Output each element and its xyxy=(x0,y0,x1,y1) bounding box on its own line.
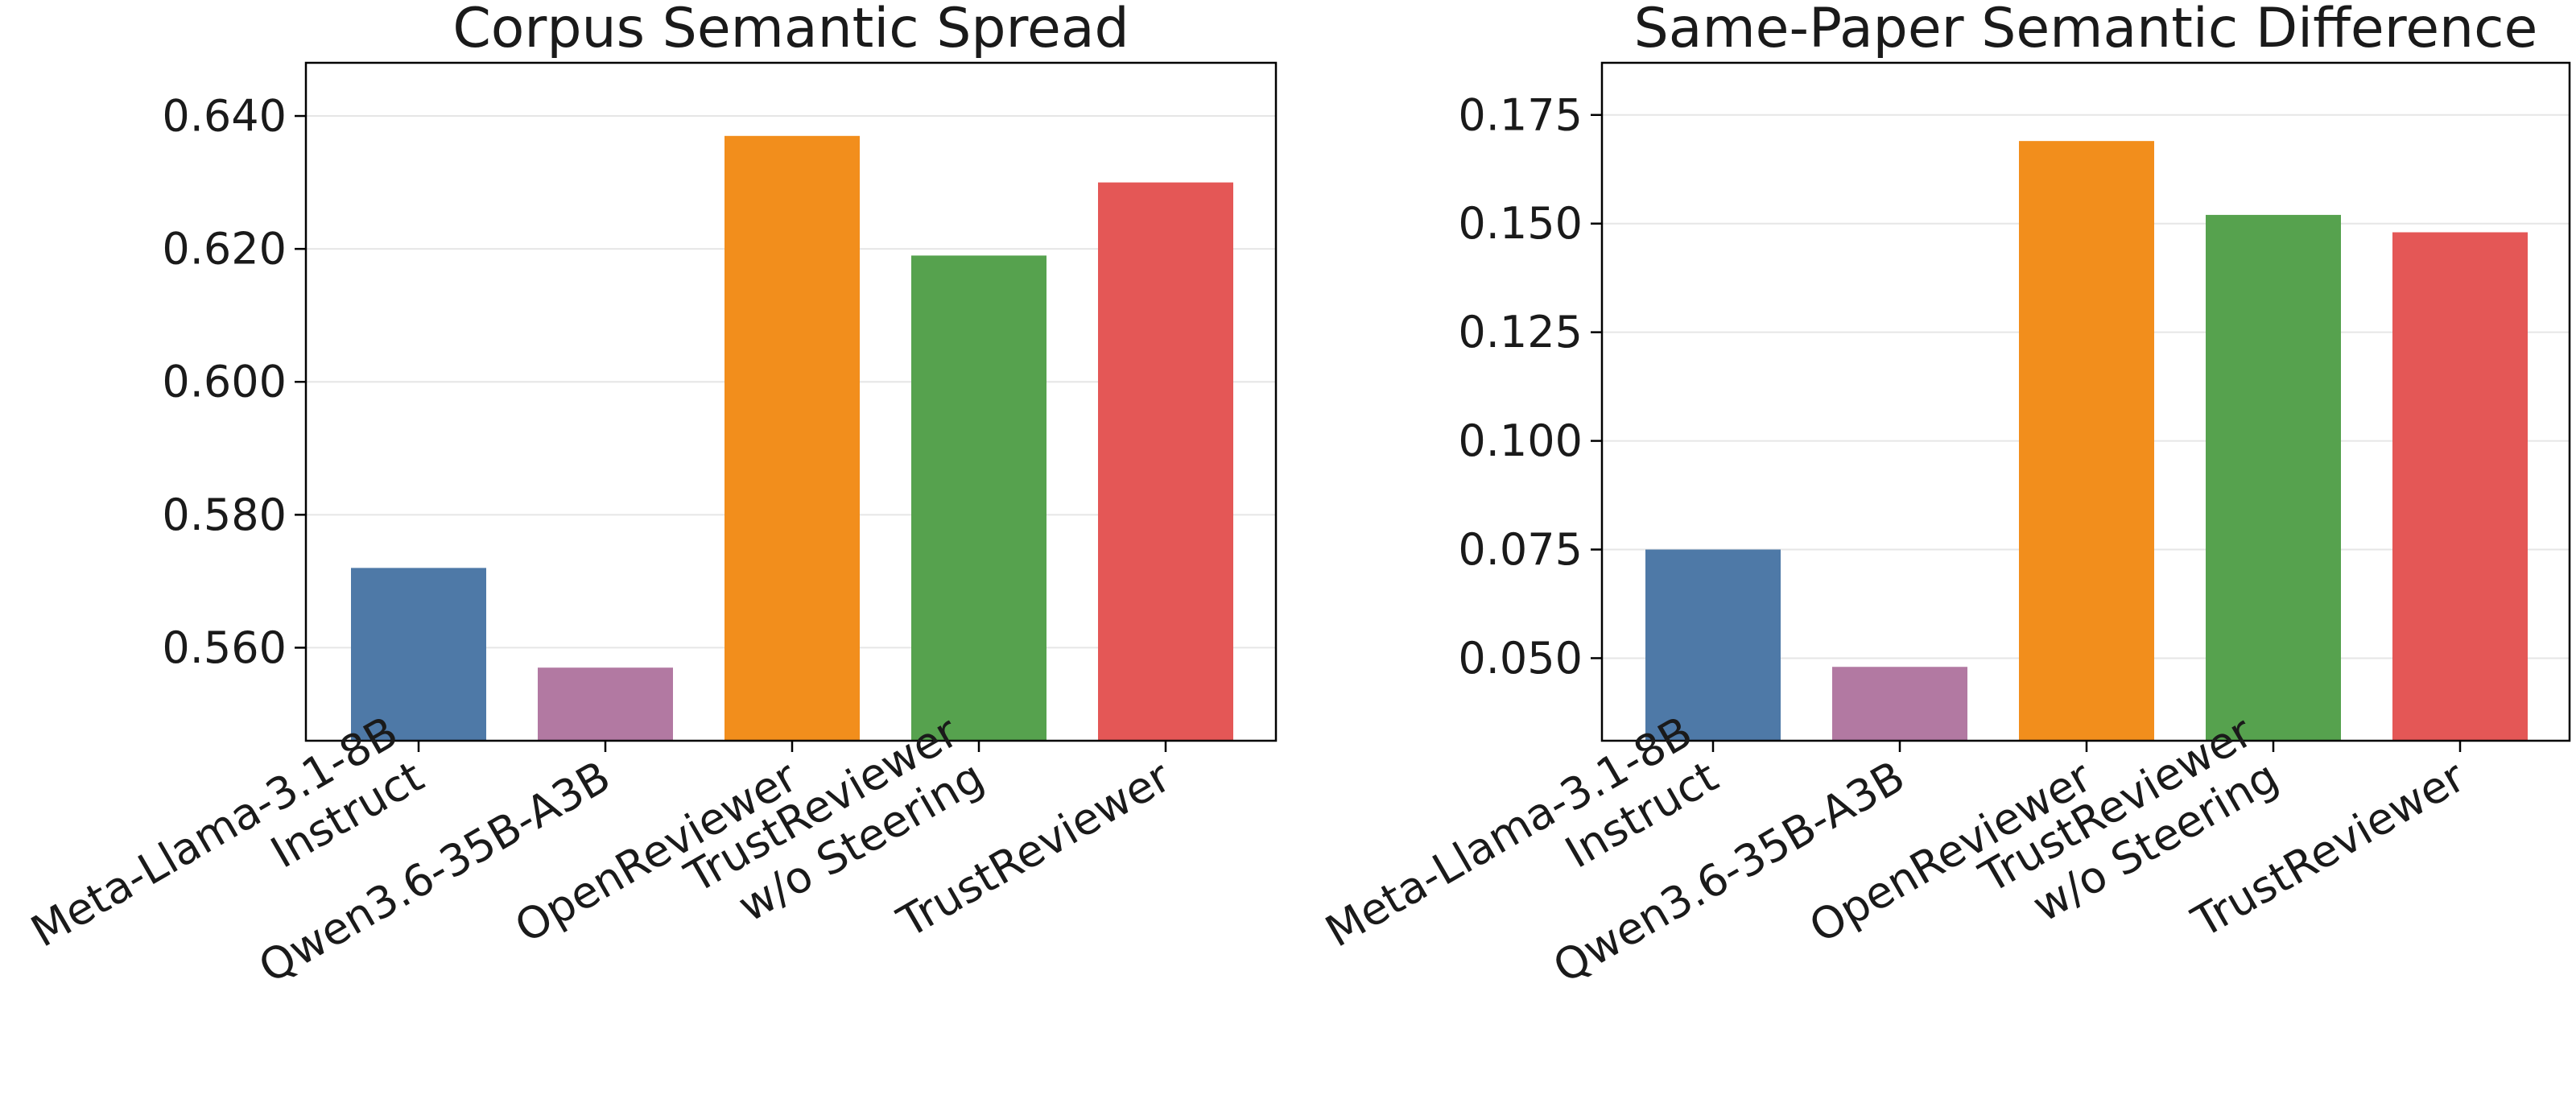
chart-title: Same-Paper Semantic Difference xyxy=(1634,0,2538,60)
bar xyxy=(1098,182,1233,741)
x-tick-label: Meta-Llama-3.1-8BInstruct xyxy=(23,706,431,1002)
y-tick-label: 0.100 xyxy=(1458,415,1583,466)
y-tick-label: 0.175 xyxy=(1458,89,1583,140)
bar xyxy=(1832,667,1967,741)
bar xyxy=(1645,549,1781,741)
bar xyxy=(911,255,1046,741)
y-tick-label: 0.125 xyxy=(1458,307,1583,357)
y-tick-label: 0.150 xyxy=(1458,198,1583,249)
bar xyxy=(2019,141,2154,742)
chart-title: Corpus Semantic Spread xyxy=(452,0,1129,60)
chart-corpus-semantic-spread: 0.560 0.580 0.600 0.620 0.640 Meta-Llama-3.1-… xyxy=(23,0,1278,1002)
chart-same-paper-semantic-difference: 0.050 0.075 0.100 0.125 0.150 0.175 Meta-Llama… xyxy=(1317,0,2571,1002)
y-tick-label: 0.620 xyxy=(162,224,287,275)
y-tick-label: 0.050 xyxy=(1458,633,1583,684)
bar xyxy=(2206,214,2341,741)
y-tick-label: 0.600 xyxy=(162,357,287,407)
y-tick-label: 0.560 xyxy=(162,622,287,673)
y-tick-label: 0.580 xyxy=(162,490,287,540)
bar xyxy=(351,568,486,741)
x-tick-label: Meta-Llama-3.1-8BInstruct xyxy=(1317,706,1726,1002)
plot-frame xyxy=(304,61,1278,742)
bar xyxy=(538,667,673,741)
bar xyxy=(724,135,860,741)
y-tick-label: 0.640 xyxy=(162,91,287,142)
bar xyxy=(2392,232,2528,741)
y-tick-label: 0.075 xyxy=(1458,524,1583,575)
